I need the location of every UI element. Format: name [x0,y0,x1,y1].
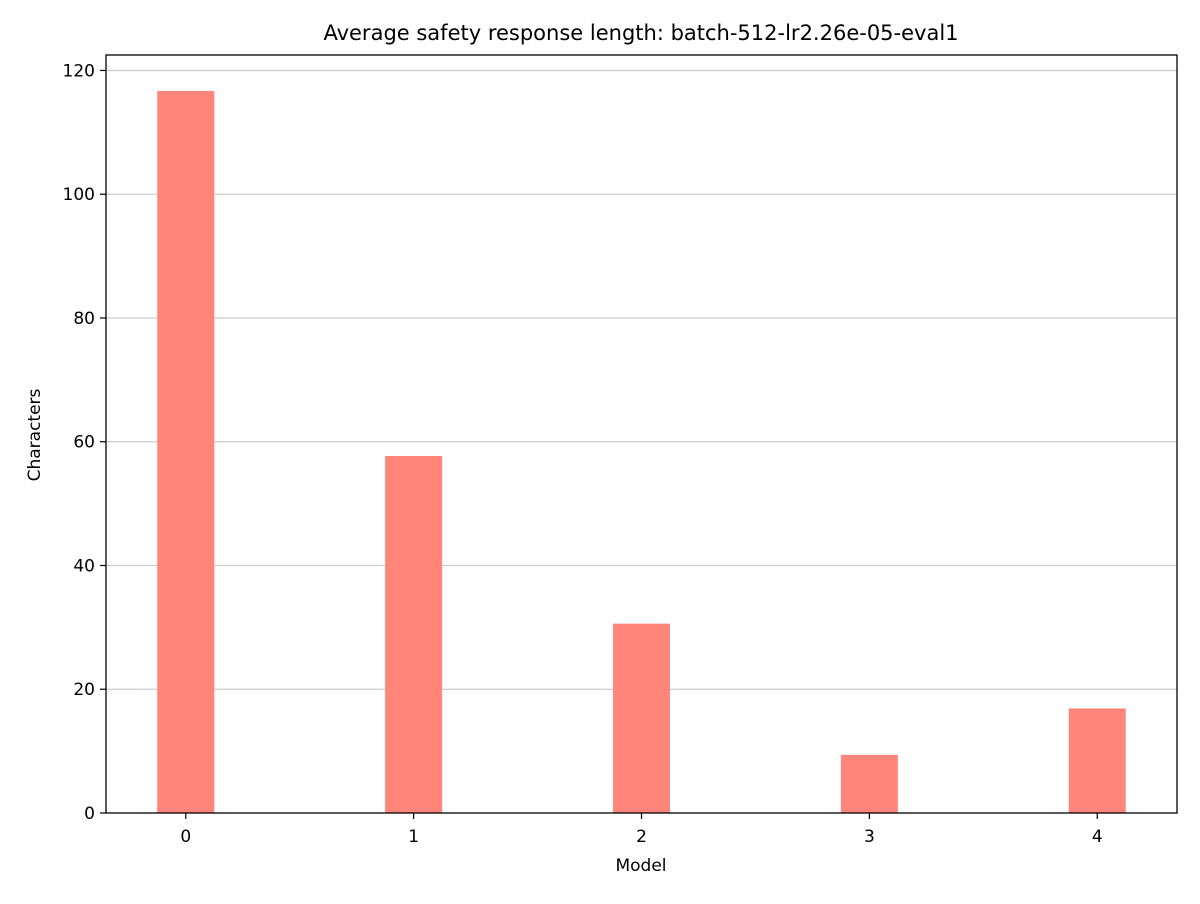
bar-model-2 [613,623,670,813]
x-tick-label: 0 [180,827,191,847]
y-tick-label: 100 [63,185,95,205]
x-axis-label: Model [615,856,666,876]
x-tick-label: 3 [864,827,875,847]
y-tick-label: 0 [84,804,95,824]
y-tick-label: 120 [63,61,95,81]
chart-title: Average safety response length: batch-51… [323,21,958,45]
tick-labels: 0 20 40 60 80 100 120 0 1 2 3 4 [63,61,1103,847]
y-tick-label: 40 [73,556,95,576]
bar-model-3 [840,754,898,813]
x-tick-label: 4 [1092,827,1103,847]
x-tick-label: 2 [636,827,647,847]
axes [100,54,1178,819]
bar-model-1 [385,455,443,813]
y-axis-label: Characters [25,388,45,481]
bar-model-0 [157,90,215,813]
y-tick-label: 20 [73,680,95,700]
bar-model-4 [1068,708,1126,813]
y-tick-label: 80 [73,309,95,329]
x-tick-label: 1 [408,827,419,847]
grid-lines [106,69,1177,690]
bars [157,90,1126,813]
y-tick-label: 60 [73,433,95,453]
